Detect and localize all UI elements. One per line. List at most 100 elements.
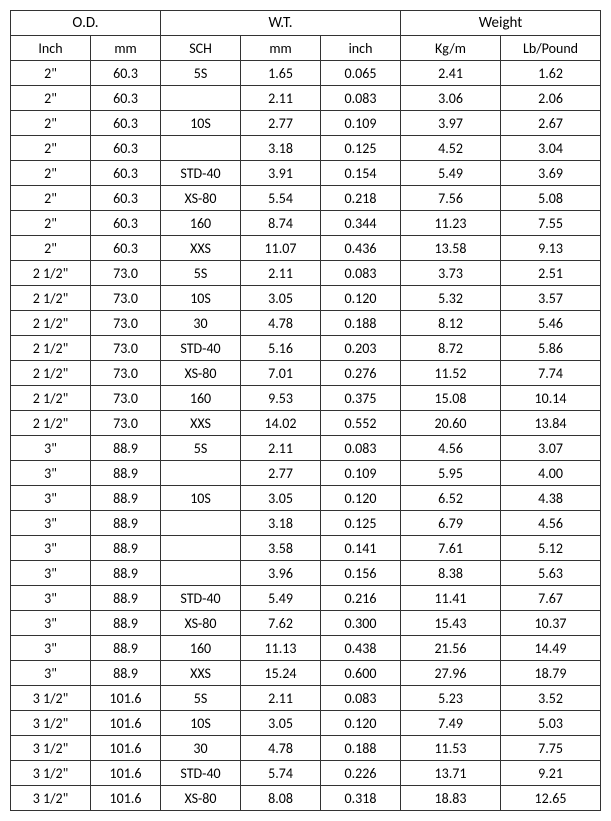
- header-kgm: Kg/m: [401, 36, 501, 61]
- cell-mm: 101.6: [91, 711, 161, 736]
- cell-inch: 2": [11, 61, 91, 86]
- group-header-row: O.D. W.T. Weight: [11, 11, 601, 36]
- cell-lb: 10.37: [501, 611, 601, 636]
- cell-wt_mm: 15.24: [241, 661, 321, 686]
- cell-wt_mm: 3.18: [241, 511, 321, 536]
- cell-lb: 9.21: [501, 761, 601, 786]
- table-row: 3 1/2"101.6STD-405.740.22613.719.21: [11, 761, 601, 786]
- table-row: 2"60.3XXS11.070.43613.589.13: [11, 236, 601, 261]
- cell-sch: STD-40: [161, 761, 241, 786]
- cell-lb: 3.57: [501, 286, 601, 311]
- table-row: 3 1/2"101.65S2.110.0835.233.52: [11, 686, 601, 711]
- cell-mm: 88.9: [91, 536, 161, 561]
- cell-wt_inch: 0.083: [321, 436, 401, 461]
- cell-mm: 88.9: [91, 561, 161, 586]
- cell-mm: 73.0: [91, 311, 161, 336]
- cell-wt_inch: 0.552: [321, 411, 401, 436]
- cell-kgm: 5.95: [401, 461, 501, 486]
- cell-kgm: 6.79: [401, 511, 501, 536]
- cell-inch: 3 1/2": [11, 686, 91, 711]
- cell-wt_mm: 3.96: [241, 561, 321, 586]
- cell-kgm: 4.56: [401, 436, 501, 461]
- table-row: 2 1/2"73.0XS-807.010.27611.527.74: [11, 361, 601, 386]
- cell-kgm: 3.73: [401, 261, 501, 286]
- cell-wt_mm: 7.01: [241, 361, 321, 386]
- cell-mm: 88.9: [91, 586, 161, 611]
- cell-inch: 2": [11, 211, 91, 236]
- cell-inch: 2": [11, 86, 91, 111]
- cell-wt_inch: 0.065: [321, 61, 401, 86]
- cell-wt_mm: 4.78: [241, 311, 321, 336]
- cell-wt_mm: 14.02: [241, 411, 321, 436]
- cell-inch: 3 1/2": [11, 736, 91, 761]
- cell-mm: 88.9: [91, 661, 161, 686]
- cell-wt_mm: 11.07: [241, 236, 321, 261]
- cell-kgm: 3.06: [401, 86, 501, 111]
- table-row: 3"88.95S2.110.0834.563.07: [11, 436, 601, 461]
- cell-kgm: 11.41: [401, 586, 501, 611]
- table-row: 3"88.93.580.1417.615.12: [11, 536, 601, 561]
- table-row: 2 1/2"73.05S2.110.0833.732.51: [11, 261, 601, 286]
- table-row: 3"88.93.960.1568.385.63: [11, 561, 601, 586]
- cell-inch: 3": [11, 486, 91, 511]
- table-row: 2"60.3XS-805.540.2187.565.08: [11, 186, 601, 211]
- table-row: 3 1/2"101.6XS-808.080.31818.8312.65: [11, 786, 601, 811]
- cell-wt_mm: 4.78: [241, 736, 321, 761]
- cell-wt_inch: 0.120: [321, 286, 401, 311]
- cell-kgm: 7.49: [401, 711, 501, 736]
- cell-inch: 3": [11, 561, 91, 586]
- cell-wt_inch: 0.188: [321, 736, 401, 761]
- cell-inch: 2 1/2": [11, 361, 91, 386]
- cell-lb: 3.04: [501, 136, 601, 161]
- table-row: 3"88.9XS-807.620.30015.4310.37: [11, 611, 601, 636]
- cell-lb: 2.51: [501, 261, 601, 286]
- cell-kgm: 8.38: [401, 561, 501, 586]
- cell-wt_inch: 0.188: [321, 311, 401, 336]
- cell-mm: 101.6: [91, 736, 161, 761]
- cell-lb: 12.65: [501, 786, 601, 811]
- table-row: 3"88.916011.130.43821.5614.49: [11, 636, 601, 661]
- cell-wt_mm: 2.11: [241, 686, 321, 711]
- cell-kgm: 18.83: [401, 786, 501, 811]
- cell-mm: 60.3: [91, 61, 161, 86]
- cell-inch: 3": [11, 461, 91, 486]
- cell-inch: 3": [11, 586, 91, 611]
- cell-sch: 160: [161, 211, 241, 236]
- header-wt-inch: inch: [321, 36, 401, 61]
- cell-sch: 10S: [161, 286, 241, 311]
- header-sch: SCH: [161, 36, 241, 61]
- cell-lb: 7.75: [501, 736, 601, 761]
- cell-mm: 60.3: [91, 186, 161, 211]
- table-row: 3"88.910S3.050.1206.524.38: [11, 486, 601, 511]
- cell-wt_inch: 0.141: [321, 536, 401, 561]
- cell-inch: 3": [11, 511, 91, 536]
- cell-wt_mm: 3.91: [241, 161, 321, 186]
- cell-wt_inch: 0.109: [321, 111, 401, 136]
- table-row: 2 1/2"73.010S3.050.1205.323.57: [11, 286, 601, 311]
- cell-mm: 73.0: [91, 261, 161, 286]
- cell-sch: STD-40: [161, 161, 241, 186]
- cell-wt_mm: 2.11: [241, 436, 321, 461]
- table-row: 2"60.33.180.1254.523.04: [11, 136, 601, 161]
- header-od: O.D.: [11, 11, 161, 36]
- cell-sch: 5S: [161, 61, 241, 86]
- cell-kgm: 6.52: [401, 486, 501, 511]
- cell-lb: 2.06: [501, 86, 601, 111]
- cell-mm: 60.3: [91, 86, 161, 111]
- table-row: 3"88.92.770.1095.954.00: [11, 461, 601, 486]
- cell-mm: 101.6: [91, 686, 161, 711]
- table-row: 2"60.310S2.770.1093.972.67: [11, 111, 601, 136]
- cell-wt_mm: 5.16: [241, 336, 321, 361]
- cell-wt_inch: 0.218: [321, 186, 401, 211]
- cell-lb: 13.84: [501, 411, 601, 436]
- cell-sch: [161, 536, 241, 561]
- cell-mm: 88.9: [91, 436, 161, 461]
- cell-lb: 3.07: [501, 436, 601, 461]
- table-row: 2"60.32.110.0833.062.06: [11, 86, 601, 111]
- cell-wt_inch: 0.156: [321, 561, 401, 586]
- header-lb: Lb/Pound: [501, 36, 601, 61]
- cell-wt_inch: 0.436: [321, 236, 401, 261]
- cell-mm: 73.0: [91, 386, 161, 411]
- cell-wt_inch: 0.375: [321, 386, 401, 411]
- cell-lb: 5.12: [501, 536, 601, 561]
